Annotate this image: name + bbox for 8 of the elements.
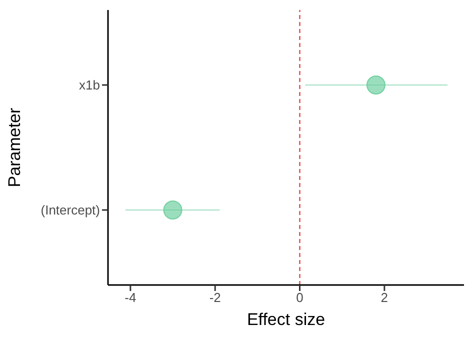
x-tick-label: -4 (124, 290, 136, 306)
x-tick-label: 0 (296, 290, 304, 306)
y-tick-label: x1b (79, 78, 100, 93)
y-tick-label: (Intercept) (40, 202, 100, 218)
x-tick-label: -2 (209, 290, 221, 306)
y-axis-title: Parameter (5, 107, 24, 188)
x-axis-title: Effect size (246, 310, 326, 329)
x-tick-label: 2 (380, 290, 388, 306)
